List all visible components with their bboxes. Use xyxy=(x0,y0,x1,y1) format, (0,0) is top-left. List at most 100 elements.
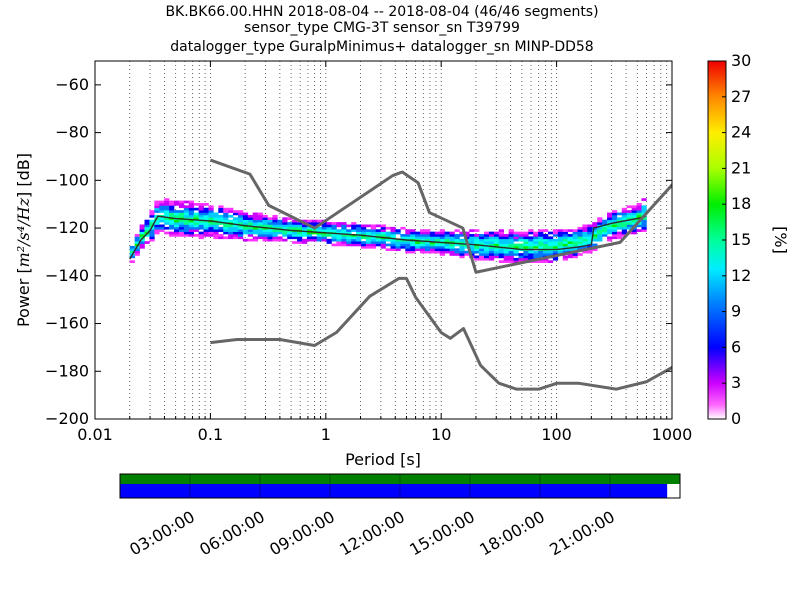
psd-cell xyxy=(257,222,263,225)
psd-cell xyxy=(365,243,372,247)
psd-cell xyxy=(592,234,598,237)
psd-cell xyxy=(311,222,318,225)
psd-cell xyxy=(616,226,623,230)
psd-cell xyxy=(493,248,500,252)
psd-cell xyxy=(316,219,322,223)
psd-cell xyxy=(301,226,308,230)
psd-cell xyxy=(139,231,145,235)
psd-cell xyxy=(203,217,209,221)
psd-cell xyxy=(567,238,573,242)
psd-cell xyxy=(572,243,578,247)
psd-cell xyxy=(213,226,219,230)
colorbar-tick-label: 24 xyxy=(731,123,751,142)
psd-cell xyxy=(405,229,411,232)
psd-cell xyxy=(410,250,416,254)
psd-cell xyxy=(552,257,559,261)
psd-cell xyxy=(400,241,406,244)
psd-cell xyxy=(208,224,214,228)
psd-cell xyxy=(484,253,490,256)
psd-cell xyxy=(178,210,185,213)
psd-cell xyxy=(316,238,322,242)
psd-cell xyxy=(277,236,283,240)
psd-cell xyxy=(439,245,445,249)
psd-cell xyxy=(429,245,436,249)
psd-cell xyxy=(434,238,441,242)
psd-cell xyxy=(154,210,160,213)
psd-cell xyxy=(385,248,391,252)
psd-cell xyxy=(523,257,529,261)
psd-cell xyxy=(183,231,190,235)
psd-cell xyxy=(198,203,204,206)
psd-cell xyxy=(301,234,308,237)
psd-cell xyxy=(479,245,485,249)
psd-cell xyxy=(262,236,268,240)
psd-cell xyxy=(626,212,632,216)
psd-cell xyxy=(183,234,190,237)
psd-cell xyxy=(454,241,460,244)
psd-cell xyxy=(543,245,549,249)
psd-cell xyxy=(523,255,529,259)
psd-cell xyxy=(474,255,480,259)
psd-cell xyxy=(169,226,175,230)
psd-cell xyxy=(454,243,460,247)
psd-cell xyxy=(503,257,509,261)
psd-cell xyxy=(444,231,450,235)
psd-cell xyxy=(508,248,514,252)
psd-cell xyxy=(474,236,480,240)
psd-cell xyxy=(498,260,505,263)
psd-cell xyxy=(198,226,204,230)
psd-cell xyxy=(257,212,263,216)
psd-cell xyxy=(449,248,455,252)
psd-cell xyxy=(597,229,603,232)
plot-frame xyxy=(94,60,673,420)
psd-cell xyxy=(272,229,278,232)
noise-models xyxy=(209,158,672,391)
psd-cell xyxy=(538,250,544,254)
psd-cell xyxy=(543,241,549,244)
psd-cell xyxy=(469,229,475,232)
psd-cell xyxy=(174,203,180,206)
psd-cell xyxy=(523,231,529,235)
psd-cell xyxy=(405,245,411,249)
psd-cell xyxy=(267,224,273,228)
psd-cell xyxy=(552,243,559,247)
psd-cell xyxy=(493,243,500,247)
psd-cell xyxy=(331,229,337,232)
psd-cell xyxy=(508,257,514,261)
psd-cell xyxy=(577,229,583,232)
psd-cell xyxy=(607,231,613,235)
colorbar-tick-label: 12 xyxy=(731,266,751,285)
psd-cell xyxy=(321,226,327,230)
psd-cell xyxy=(149,212,155,216)
psd-cell xyxy=(464,234,470,237)
colorbar-label: [%] xyxy=(771,226,790,254)
psd-cell xyxy=(129,260,135,263)
psd-cell xyxy=(326,241,332,244)
psd-cell xyxy=(361,231,367,235)
psd-cell xyxy=(370,245,377,249)
psd-cell xyxy=(488,250,495,254)
psd-cell xyxy=(508,253,514,256)
data-coverage-bar: 03:00:0006:00:0009:00:0012:00:0015:00:00… xyxy=(119,473,681,559)
psd-cell xyxy=(523,238,529,242)
psd-cell xyxy=(607,238,613,242)
psd-cell xyxy=(513,243,519,247)
psd-cell xyxy=(493,253,500,256)
psd-cell xyxy=(336,241,342,244)
psd-cell xyxy=(420,238,426,242)
psd-cell xyxy=(316,236,322,240)
psd-cell xyxy=(474,241,480,244)
psd-cell xyxy=(420,236,426,240)
psd-cell xyxy=(193,217,199,221)
psd-cell xyxy=(449,234,455,237)
psd-cell xyxy=(424,250,431,254)
psd-cell xyxy=(257,231,263,235)
psd-cell xyxy=(252,224,258,228)
psd-cell xyxy=(444,250,450,254)
psd-cell xyxy=(410,229,416,232)
psd-cell xyxy=(405,234,411,237)
psd-cell xyxy=(400,243,406,247)
psd-cell xyxy=(223,229,229,232)
psd-cell xyxy=(164,214,170,218)
psd-cell xyxy=(134,248,140,252)
